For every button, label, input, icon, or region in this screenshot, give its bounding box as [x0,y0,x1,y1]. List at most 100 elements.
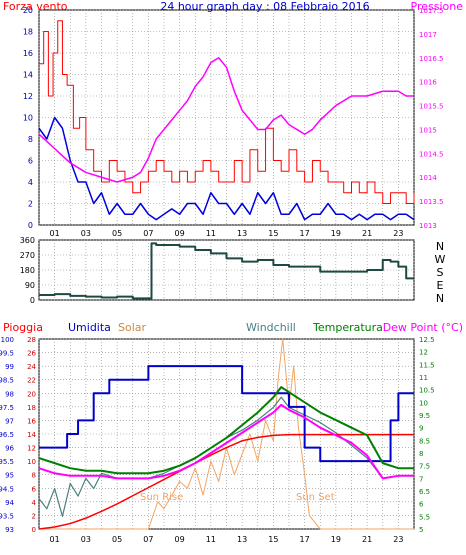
legend-dew-point: Dew Point (°C) [383,321,463,334]
temperature-y-tick: 8.5 [419,437,430,445]
wind-y-axis-labels: 0 2 4 6 8 10 12 14 16 18 20 [23,6,33,230]
solar-y-tick: 22 [27,377,36,385]
x-tick: 09 [175,535,185,544]
x-tick: 07 [143,535,153,544]
solar-y-tick: 16 [27,417,36,425]
x-tick: 13 [237,229,247,238]
dew-point-line [38,403,414,480]
wind-x-axis-labels: 01 03 05 07 09 11 13 15 17 19 21 23 [50,229,404,238]
pressure-y-tick: 1017.5 [419,7,444,15]
temperature-y-tick: 6.5 [419,488,430,496]
humidity-y-tick: 99 [5,363,14,371]
wind-y-tick: 10 [23,114,33,123]
compass-letter: N [436,240,444,253]
humidity-y-tick: 95.5 [0,458,14,466]
solar-y-tick: 0 [32,526,36,534]
solar-y-tick: 20 [27,390,36,398]
wind-direction-line [39,242,414,300]
x-tick: 17 [300,229,310,238]
x-tick: 11 [206,229,216,238]
solar-y-tick: 18 [27,404,36,412]
x-tick: 17 [300,535,310,544]
humidity-y-tick: 93 [5,526,14,534]
temperature-y-tick: 5.5 [419,513,430,521]
temperature-y-tick: 8 [419,450,423,458]
solar-y-tick: 10 [27,458,36,466]
wind-average-line [38,116,415,221]
humidity-y-tick: 96 [5,445,14,453]
temperature-y-tick: 9 [419,425,423,433]
weather-legend: Pioggia Umidita Solar Windchill Temperat… [3,321,463,334]
x-tick: 21 [362,535,372,544]
wind-y-tick: 18 [23,28,33,37]
pressure-y-tick: 1013.5 [419,198,444,206]
humidity-y-tick: 95 [5,472,14,480]
sunrise-label: Sun Rise [140,492,183,503]
pressure-y-tick: 1015 [419,126,437,134]
temperature-line [38,386,414,475]
x-tick: 13 [237,535,247,544]
wind-y-tick: 8 [28,135,33,144]
weather-series [38,338,414,530]
humidity-y-tick: 97.5 [0,404,14,412]
compass-letter: E [437,279,444,292]
solar-y-tick: 12 [27,445,36,453]
graph-title: 24 hour graph day : 08 Febbraio 2016 [160,0,369,13]
wind-title: Forza vento [3,0,68,13]
legend-windchill: Windchill [246,321,296,334]
temperature-y-tick: 11.5 [419,361,435,369]
humidity-y-tick: 99.5 [0,350,14,358]
temperature-y-tick: 12.5 [419,336,435,344]
x-tick: 09 [175,229,185,238]
x-tick: 11 [206,535,216,544]
solar-y-tick: 2 [32,512,36,520]
solar-y-tick: 26 [27,350,36,358]
pressure-y-tick: 1014.5 [419,150,444,158]
pressure-y-tick: 1016.5 [419,55,444,63]
compass-letter: S [437,266,444,279]
humidity-y-tick: 94.5 [0,485,14,493]
legend-solar: Solar [118,321,147,334]
humidity-y-tick: 98.5 [0,377,14,385]
solar-y-tick: 14 [27,431,36,439]
temperature-y-tick: 10 [419,399,428,407]
pressure-line [38,57,414,183]
temperature-y-tick: 11 [419,374,428,382]
pressure-y-tick: 1017 [419,31,437,39]
solar-y-tick: 24 [27,363,36,371]
x-tick: 21 [362,229,372,238]
legend-humidity: Umidita [68,321,111,334]
pressure-y-tick: 1016 [419,79,437,87]
x-tick: 19 [331,229,341,238]
wind-y-tick: 16 [23,49,33,58]
wind-y-tick: 12 [23,92,33,101]
x-tick: 15 [268,535,278,544]
wind-y-tick: 2 [28,200,33,209]
x-tick: 07 [143,229,153,238]
direction-y-tick: 90 [25,281,35,290]
temperature-y-tick: 12 [419,349,428,357]
x-tick: 05 [112,535,122,544]
x-tick: 01 [50,229,60,238]
wind-pressure-series [38,20,415,221]
humidity-y-tick: 97 [5,417,14,425]
compass-letter: W [435,253,446,266]
pressure-title: Pressione [411,0,464,13]
direction-y-tick: 0 [30,296,35,305]
wind-y-tick: 14 [23,71,33,80]
x-tick: 15 [268,229,278,238]
gust-line [39,20,415,204]
temperature-y-tick: 10.5 [419,387,435,395]
x-tick: 01 [50,535,60,544]
wind-y-tick: 0 [28,221,33,230]
pressure-y-tick: 1015.5 [419,103,444,111]
wind-direction-series [39,242,414,300]
rain-line [38,433,414,530]
temperature-y-axis-labels: 5 5.5 6 6.5 7 7.5 8 8.5 9 9.5 10 10.5 11 11.5 12 12.5 [419,336,435,534]
pressure-y-tick: 1013 [419,222,437,230]
weather-x-axis-labels: 01 03 05 07 09 11 13 15 17 19 21 23 [50,535,404,544]
temperature-y-tick: 6 [419,501,424,509]
solar-y-tick: 28 [27,336,36,344]
